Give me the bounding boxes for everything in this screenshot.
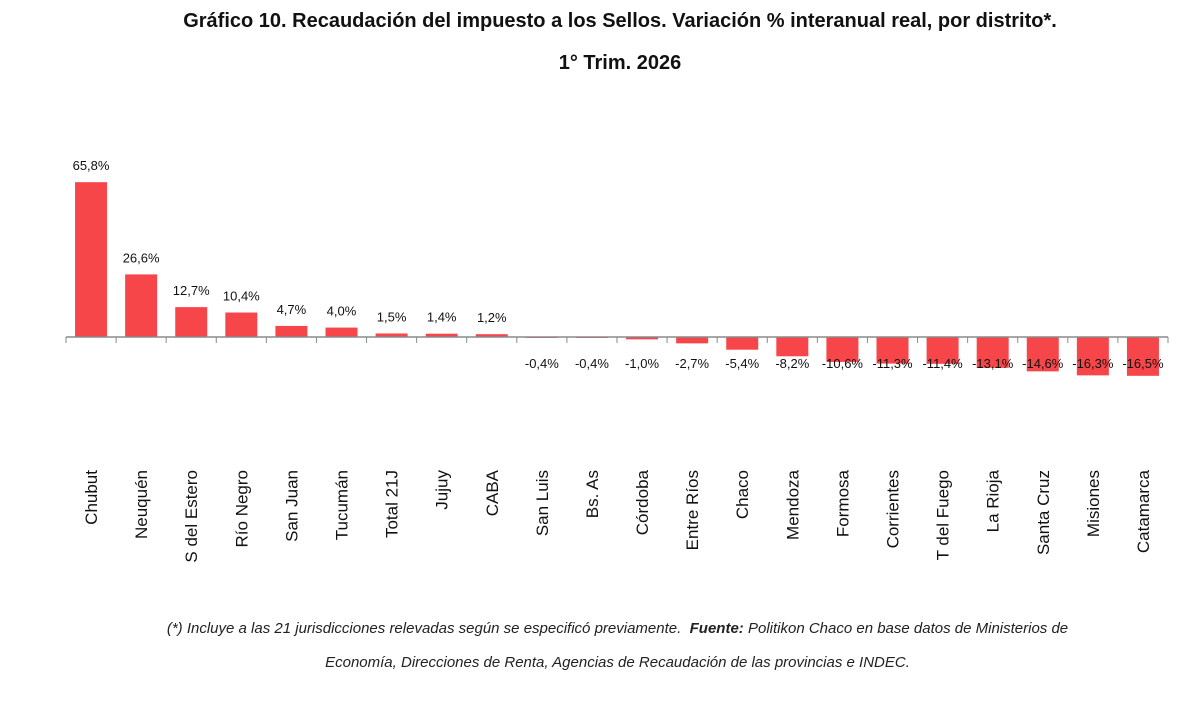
bar <box>75 182 108 337</box>
bar <box>175 307 208 337</box>
data-label: -8,2% <box>775 356 809 371</box>
bar <box>425 333 458 337</box>
data-label: -10,6% <box>822 356 864 371</box>
category-label: Neuquén <box>132 470 151 539</box>
data-label: -2,7% <box>675 356 709 371</box>
category-label: Mendoza <box>783 469 802 539</box>
data-label: 4,7% <box>277 302 307 317</box>
category-label: Corrientes <box>884 470 903 548</box>
data-label: 1,5% <box>377 309 407 324</box>
data-label: -16,3% <box>1072 356 1114 371</box>
footnote-prefix: (*) Incluye a las 21 jurisdicciones rele… <box>166 620 682 637</box>
data-label: -11,4% <box>922 356 963 371</box>
data-label: -11,3% <box>872 356 913 371</box>
bar <box>1126 337 1159 376</box>
data-label: -14,6% <box>1022 356 1064 371</box>
category-label: Santa Cruz <box>1034 470 1053 555</box>
bar <box>375 333 408 337</box>
bar <box>475 334 508 337</box>
category-label: Formosa <box>833 469 852 537</box>
data-label: 4,0% <box>327 304 357 319</box>
data-label: 1,2% <box>477 310 507 325</box>
data-label: 12,7% <box>173 283 210 298</box>
data-label: -13,1% <box>972 356 1014 371</box>
bar <box>876 337 909 364</box>
category-label: Río Negro <box>232 470 251 547</box>
data-label: 10,4% <box>223 289 260 304</box>
bar <box>275 325 308 337</box>
category-label: Tucumán <box>333 470 352 540</box>
bar <box>976 337 1009 368</box>
footnote-line-1: (*) Incluye a las 21 jurisdicciones rele… <box>0 620 1200 637</box>
category-label: Jujuy <box>433 470 452 510</box>
bar <box>1026 337 1059 372</box>
category-label: La Rioja <box>984 469 1003 532</box>
data-label: 26,6% <box>123 250 160 265</box>
data-label: -0,4% <box>575 356 609 371</box>
category-label: San Juan <box>282 470 301 542</box>
category-label: San Luis <box>533 470 552 536</box>
category-label: Entre Ríos <box>683 470 702 550</box>
data-label: -1,0% <box>625 356 659 371</box>
category-label: Chaco <box>733 470 752 519</box>
bar <box>926 337 959 364</box>
bar <box>125 274 158 337</box>
category-label: T del Fuego <box>934 470 953 560</box>
bar <box>776 337 809 357</box>
category-label: Total 21J <box>383 470 402 538</box>
data-label: 1,4% <box>427 310 457 325</box>
data-label: -16,5% <box>1122 356 1164 371</box>
data-label: -5,4% <box>725 356 759 371</box>
data-label: 65,8% <box>73 158 110 173</box>
footnote-source-text: Politikon Chaco en base datos de Ministe… <box>747 620 1069 637</box>
category-label: Chubut <box>82 470 101 525</box>
data-label: -0,4% <box>525 356 559 371</box>
bar <box>826 337 859 362</box>
bar <box>726 337 759 350</box>
chart-subtitle: 1° Trim. 2026 <box>558 52 682 74</box>
bar <box>626 337 659 340</box>
category-label: CABA <box>483 469 502 516</box>
category-label: Córdoba <box>633 469 652 535</box>
footnote-line-2: Economía, Direcciones de Renta, Agencias… <box>325 654 910 671</box>
category-label: Catamarca <box>1134 469 1153 553</box>
bar <box>325 327 358 337</box>
footnote-source-label: Fuente: <box>689 620 744 637</box>
category-label: Bs. As <box>583 470 602 518</box>
category-label: Misiones <box>1084 470 1103 537</box>
bar <box>676 337 709 344</box>
bar <box>1076 337 1109 376</box>
category-label: S del Estero <box>182 470 201 563</box>
bar <box>225 312 258 337</box>
chart-title: Gráfico 10. Recaudación del impuesto a l… <box>183 10 1057 32</box>
